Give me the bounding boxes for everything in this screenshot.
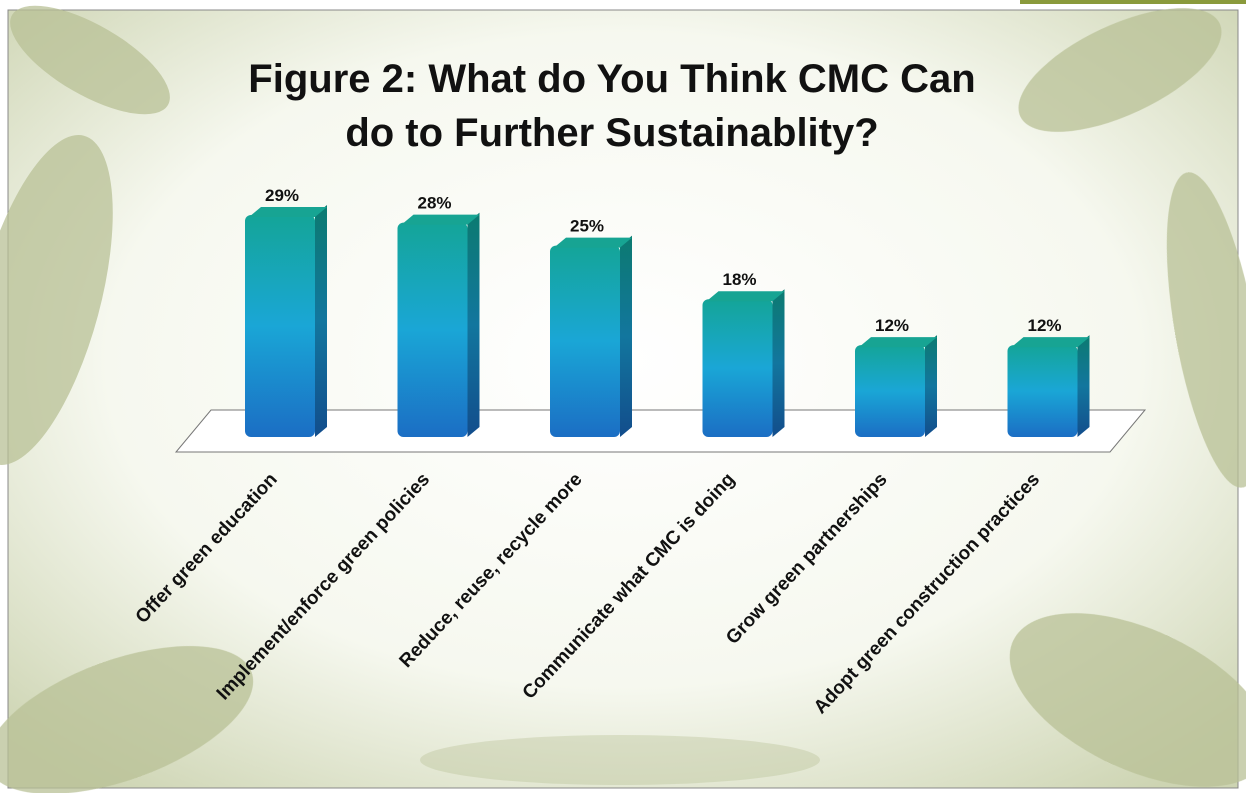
bar-top	[249, 207, 327, 217]
bar-front	[1007, 345, 1078, 437]
bar-front	[550, 245, 620, 437]
bar	[397, 212, 480, 437]
bar-front	[397, 222, 468, 437]
value-label: 18%	[722, 270, 756, 289]
bar-side	[925, 335, 937, 437]
value-label: 28%	[417, 194, 451, 213]
bar-top	[706, 291, 785, 302]
bar-front	[855, 345, 925, 437]
bar-side	[1077, 335, 1090, 437]
value-label: 12%	[875, 316, 909, 335]
bar-side	[467, 212, 480, 437]
bar-side	[772, 289, 785, 437]
bar-side	[315, 205, 327, 437]
bar-front	[702, 299, 773, 437]
value-label: 29%	[265, 186, 299, 205]
bar	[550, 235, 632, 437]
corner-tab	[1020, 0, 1246, 4]
bar	[855, 335, 937, 437]
bar-top	[554, 237, 632, 248]
bar-top	[859, 337, 937, 348]
bar	[702, 289, 785, 437]
bar	[1007, 335, 1090, 437]
value-label: 25%	[570, 217, 604, 236]
bar-top	[401, 214, 480, 225]
bar-front	[245, 215, 315, 437]
bar-top	[1011, 337, 1090, 348]
bar-side	[620, 235, 632, 437]
chart-title: Figure 2: What do You Think CMC Can do to…	[248, 57, 975, 155]
value-label: 12%	[1027, 316, 1061, 335]
bar	[245, 205, 327, 437]
